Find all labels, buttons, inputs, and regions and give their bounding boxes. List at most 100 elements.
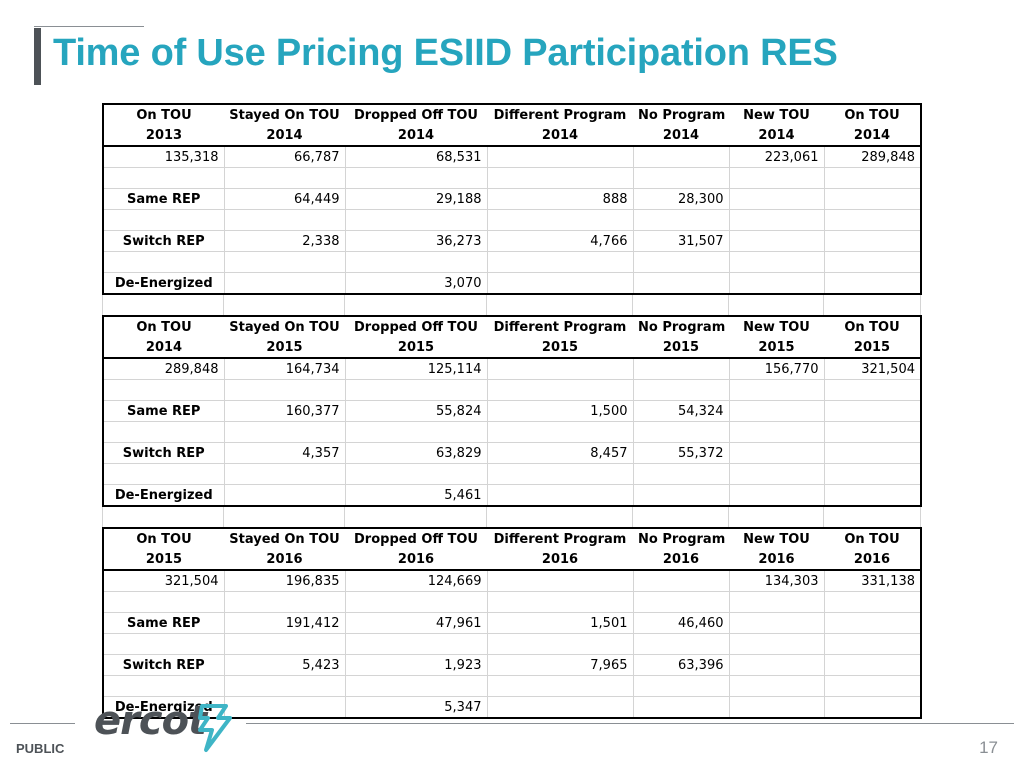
- gap-cell: [728, 507, 824, 527]
- value-cell: 1,500: [486, 400, 634, 422]
- column-year: 2015: [729, 337, 824, 359]
- value-cell: 1,501: [486, 612, 634, 634]
- row-label: De-Energized: [102, 272, 225, 295]
- column-header: Different Program: [487, 315, 633, 337]
- value-cell: [632, 484, 730, 507]
- gap-cell: [728, 295, 824, 315]
- gap-cell: [344, 295, 487, 315]
- blank-cell: [728, 633, 825, 655]
- blank-cell: [486, 209, 634, 231]
- same-rep-row: Same REP 160,377 55,824 1,500 54,324: [102, 400, 922, 422]
- de-energized-row: De-Energized 5,461: [102, 484, 922, 507]
- value-cell: [823, 230, 922, 252]
- blank-cell: [223, 421, 346, 443]
- blank-cell: [223, 167, 346, 189]
- blank-cell: [728, 675, 825, 697]
- column-year: 2014: [487, 125, 633, 147]
- blank-cell: [102, 421, 225, 443]
- total-cell: 68,531: [344, 145, 488, 168]
- column-year: 2014: [824, 125, 921, 147]
- value-cell: [728, 484, 825, 507]
- gap-row: [102, 507, 921, 527]
- blank-cell: [344, 591, 488, 613]
- gap-row: [102, 295, 921, 315]
- header-year-row: 2013 2014 2014 2014 2014 2014 2014: [103, 125, 921, 147]
- column-header: Stayed On TOU: [224, 315, 345, 337]
- slide-title: Time of Use Pricing ESIID Participation …: [53, 32, 838, 74]
- gap-cell: [486, 295, 633, 315]
- blank-cell: [102, 633, 225, 655]
- blank-cell: [823, 421, 922, 443]
- gap-cell: [823, 507, 921, 527]
- value-cell: 63,396: [632, 654, 730, 676]
- value-cell: [728, 188, 825, 210]
- blank-cell: [486, 421, 634, 443]
- value-cell: 63,829: [344, 442, 488, 464]
- total-cell: 164,734: [223, 357, 346, 380]
- column-year: 2014: [224, 125, 345, 147]
- total-cell: 66,787: [223, 145, 346, 168]
- totals-row: 135,318 66,787 68,531 223,061 289,848: [102, 145, 922, 168]
- column-year: 2015: [633, 337, 729, 359]
- total-cell: [486, 569, 634, 592]
- value-cell: 54,324: [632, 400, 730, 422]
- blank-cell: [344, 167, 488, 189]
- value-cell: 5,347: [344, 696, 488, 719]
- column-header: Stayed On TOU: [224, 103, 345, 125]
- blank-cell: [823, 209, 922, 231]
- blank-row: [102, 591, 922, 613]
- value-cell: [223, 272, 346, 295]
- totals-row: 289,848 164,734 125,114 156,770 321,504: [102, 357, 922, 380]
- value-cell: [728, 400, 825, 422]
- value-cell: [823, 272, 922, 295]
- blank-cell: [344, 463, 488, 485]
- blank-cell: [632, 251, 730, 273]
- row-label: Same REP: [102, 612, 225, 634]
- value-cell: 888: [486, 188, 634, 210]
- total-cell: 156,770: [728, 357, 825, 380]
- value-cell: 31,507: [632, 230, 730, 252]
- classification-label: PUBLIC: [16, 741, 65, 756]
- column-header: Dropped Off TOU: [345, 315, 487, 337]
- total-cell: 331,138: [823, 569, 922, 592]
- column-year: 2013: [103, 125, 224, 147]
- footer-rule-left: [10, 723, 75, 724]
- header-row: On TOU Stayed On TOU Dropped Off TOU Differ…: [103, 103, 921, 125]
- value-cell: 1,923: [344, 654, 488, 676]
- blank-cell: [223, 675, 346, 697]
- column-header: New TOU: [729, 315, 824, 337]
- row-label: De-Energized: [102, 696, 225, 719]
- blank-cell: [823, 167, 922, 189]
- blank-cell: [486, 167, 634, 189]
- row-label: Same REP: [102, 188, 225, 210]
- tou-table-3: On TOU Stayed On TOU Dropped Off TOU Differ…: [102, 527, 922, 719]
- page-number: 17: [979, 738, 998, 757]
- blank-row: [102, 633, 922, 655]
- value-cell: [823, 654, 922, 676]
- total-cell: [632, 357, 730, 380]
- value-cell: [823, 188, 922, 210]
- total-cell: [486, 145, 634, 168]
- value-cell: 7,965: [486, 654, 634, 676]
- column-year: 2016: [824, 549, 921, 571]
- blank-cell: [102, 251, 225, 273]
- blank-cell: [223, 379, 346, 401]
- total-cell: [486, 357, 634, 380]
- blank-cell: [632, 463, 730, 485]
- blank-cell: [728, 167, 825, 189]
- total-cell: 321,504: [823, 357, 922, 380]
- gap-cell: [223, 295, 345, 315]
- gap-cell: [102, 507, 224, 527]
- blank-cell: [632, 421, 730, 443]
- ercot-logo: ercot: [94, 698, 234, 754]
- title-accent-bar: [34, 28, 41, 85]
- total-cell: 196,835: [223, 569, 346, 592]
- tou-table-2: On TOU Stayed On TOU Dropped Off TOU Differ…: [102, 315, 922, 507]
- blank-row: [102, 379, 922, 401]
- gap-cell: [486, 507, 633, 527]
- column-year: 2015: [224, 337, 345, 359]
- column-header: On TOU: [824, 527, 921, 549]
- value-cell: [728, 272, 825, 295]
- blank-cell: [344, 675, 488, 697]
- blank-cell: [728, 421, 825, 443]
